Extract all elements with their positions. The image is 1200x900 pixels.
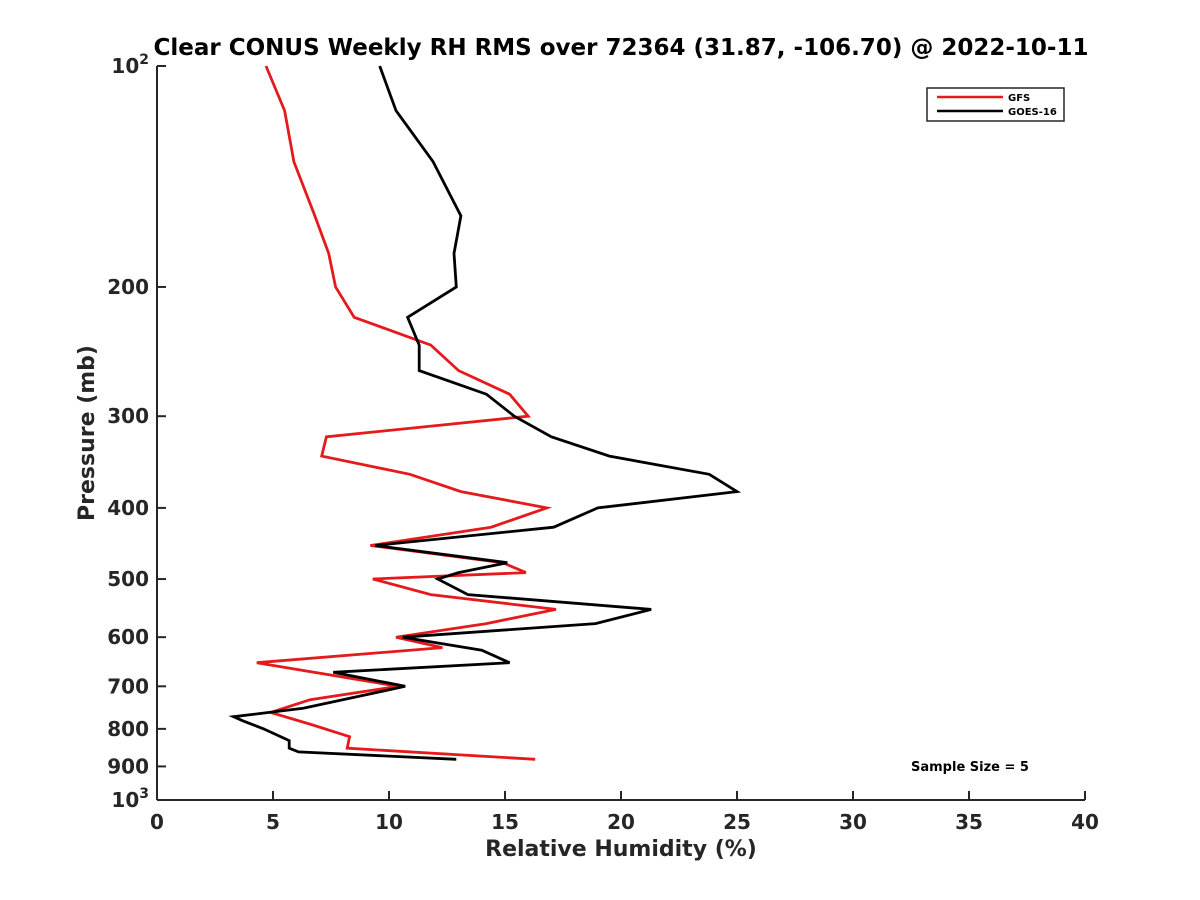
x-tick-label: 5: [266, 810, 280, 834]
y-tick-label: 500: [107, 567, 149, 591]
y-axis-label: Pressure (mb): [75, 345, 100, 521]
legend-label-goes16: GOES-16: [1008, 107, 1057, 118]
x-tick-label: 15: [491, 810, 519, 834]
x-tick-label: 25: [723, 810, 751, 834]
x-ticks: 0 5 10 15 20 25 30 35 40: [150, 791, 1099, 834]
y-tick-label: 200: [107, 275, 149, 299]
y-tick-label: 400: [107, 496, 149, 520]
y-tick-label: 300: [107, 404, 149, 428]
x-tick-label: 0: [150, 810, 164, 834]
series-group: [228, 65, 742, 761]
chart-title: Clear CONUS Weekly RH RMS over 72364 (31…: [154, 35, 1089, 61]
y-tick-label: 900: [107, 754, 149, 778]
x-axis-label: Relative Humidity (%): [485, 837, 757, 862]
legend-box: [926, 87, 1065, 122]
y-tick-label: 102: [111, 52, 149, 78]
legend-label-gfs: GFS: [1008, 93, 1030, 104]
y-tick-label: 800: [107, 717, 149, 741]
y-ticks: 102 200 300 400 500 600 700 800 900 103: [107, 52, 166, 812]
x-tick-label: 30: [839, 810, 867, 834]
series-line-goes16: [228, 65, 742, 761]
x-tick-label: 40: [1071, 810, 1099, 834]
y-tick-label: 103: [111, 786, 149, 812]
y-tick-label: 600: [107, 625, 149, 649]
y-tick-label: 700: [107, 674, 149, 698]
x-tick-label: 20: [607, 810, 635, 834]
series-line-gfs: [256, 65, 557, 761]
legend: GFS GOES-16: [926, 87, 1065, 122]
sample-size-annotation: Sample Size = 5: [911, 760, 1029, 775]
x-tick-label: 10: [375, 810, 403, 834]
x-tick-label: 35: [955, 810, 983, 834]
